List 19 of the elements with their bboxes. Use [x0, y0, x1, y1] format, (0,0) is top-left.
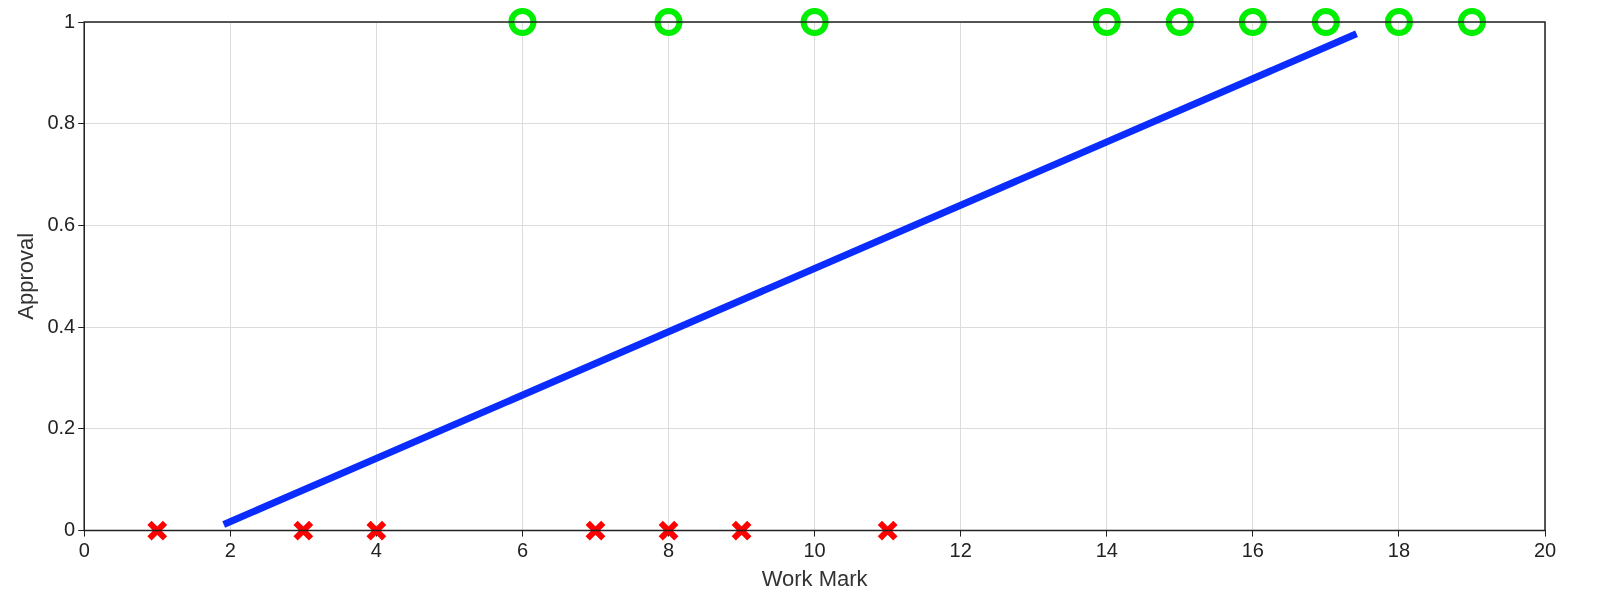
- x-tick-label: 4: [370, 539, 382, 562]
- x-tick-label: 20: [1533, 539, 1557, 562]
- x-tick-label: 12: [949, 539, 972, 562]
- y-tick-label: 0.2: [47, 416, 76, 439]
- y-axis-title: Approval: [13, 232, 39, 320]
- y-tick-label: 0: [64, 518, 76, 541]
- x-tick-label: 10: [803, 539, 826, 562]
- y-tick-label: 0.8: [47, 111, 76, 134]
- x-tick-label: 16: [1241, 539, 1264, 562]
- x-axis-title: Work Mark: [761, 565, 869, 591]
- x-tick-label: 8: [662, 539, 675, 562]
- x-tick-label: 6: [516, 539, 528, 562]
- x-tick-label: 2: [224, 539, 236, 562]
- y-tick-label: 1: [64, 9, 76, 32]
- x-tick-label: 0: [78, 539, 90, 562]
- y-tick-label: 0.6: [47, 212, 76, 235]
- x-tick-label: 18: [1387, 539, 1411, 562]
- y-tick-label: 0.4: [47, 314, 76, 337]
- x-tick-label: 14: [1095, 539, 1118, 562]
